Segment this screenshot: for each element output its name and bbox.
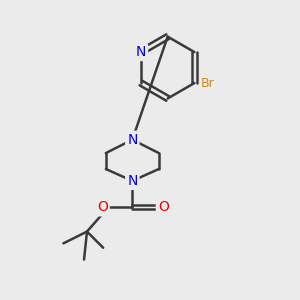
Text: N: N xyxy=(127,174,137,188)
Text: N: N xyxy=(136,45,146,59)
Text: Br: Br xyxy=(201,76,214,89)
Text: O: O xyxy=(158,200,169,214)
Text: O: O xyxy=(97,200,108,214)
Text: N: N xyxy=(127,133,137,147)
